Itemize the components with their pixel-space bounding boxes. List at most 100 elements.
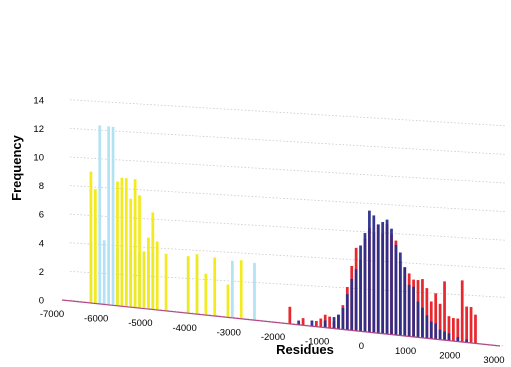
x-tick-label: -7000 [40,309,64,320]
bar-series3 [341,307,345,330]
bar-series3 [359,245,362,332]
bar-series2 [434,293,438,340]
y-tick-label: 0 [39,296,44,307]
x-tick-label: 2000 [439,350,460,361]
bar-series3 [412,286,415,337]
x-tick-label: 3000 [483,355,504,366]
bar-series3 [332,317,336,329]
bar-series3 [376,224,380,334]
bars [61,125,501,347]
bar-series2 [319,318,323,328]
x-tick-label: -2000 [261,332,285,343]
bar-series1 [239,260,243,319]
bar-series3 [368,210,371,333]
bar-series2 [301,318,305,326]
bar-series1 [164,253,168,312]
bar-series2 [438,303,442,340]
bar-series3 [429,321,433,339]
bar-series3 [421,307,424,338]
x-axis-label: Residues [276,342,334,357]
bar-series1 [226,284,230,318]
y-tick-label: 4 [39,238,44,249]
bar-series3 [438,329,442,340]
bar-series3 [465,339,469,343]
grid-line-y4 [69,185,506,212]
y-tick-label: 12 [33,124,44,135]
x-axis: -7000 -6000 -5000 -4000 -3000 -2000 -1000 0 1000… [40,309,505,366]
grid-line-y2 [69,242,506,270]
bar-series3 [416,301,420,338]
bar-series3 [372,215,376,333]
bar-series2 [456,318,460,342]
bar-series1 [89,171,93,304]
x-tick-label: 1000 [395,346,416,357]
grid-line-y1 [69,271,506,298]
bar-series1 [213,257,217,317]
bar-series1 [186,256,190,314]
bar-series3 [398,252,402,336]
bar-series1 [195,254,199,315]
bar-series2 [429,301,433,339]
bar-series3 [323,320,327,328]
x-tick-label: -4000 [172,323,196,334]
bar-series2 [443,281,446,341]
bar-series3 [425,315,429,339]
bar-series1 [155,241,159,311]
bar-series3 [345,294,349,330]
bar-series3 [354,269,358,331]
bar-series2 [460,280,464,342]
bar-series2 [425,288,429,339]
x-axis-line [61,299,501,347]
bar-series3 [363,233,367,332]
y-axis-label: Frequency [9,134,24,201]
bar-series1 [120,177,124,307]
bar-series2 [328,316,331,329]
x-tick-label: -3000 [217,327,241,338]
bar-series1 [204,273,208,316]
bar-series0 [253,263,256,321]
bar-series1 [124,178,128,307]
grid-line-y6 [69,128,506,155]
bar-series3 [403,267,407,336]
bar-series1 [93,189,97,304]
bar-series3 [434,323,438,340]
grid-line-y3 [69,213,506,241]
y-tick-label: 10 [33,153,44,164]
grid-line-y5 [69,156,506,184]
bar-series1 [142,251,146,309]
x-tick-label: 0 [359,341,364,352]
bar-series3 [407,284,411,337]
bar-series0 [231,260,234,318]
bar-series3 [381,222,385,334]
y-axis: 0 2 4 6 8 10 12 14 [33,95,44,306]
bar-series2 [452,318,455,341]
bar-series0 [98,125,102,305]
bar-series3 [390,228,393,335]
bar-series2 [465,306,469,343]
bar-series1 [151,212,155,310]
bar-series3 [385,219,389,335]
bar-series2 [474,314,477,344]
bar-series3 [443,331,446,341]
bar-series3 [350,278,354,331]
bar-series2 [288,306,292,324]
bar-series1 [147,237,150,310]
bar-series1 [129,198,133,308]
bar-series2 [314,320,318,327]
bar-series2 [469,307,473,343]
x-tick-label: -5000 [128,318,152,329]
bar-series3 [447,333,451,341]
y-tick-label: 6 [39,210,44,221]
bar-series2 [447,316,451,341]
bar-series0 [111,126,115,306]
x-tick-label: -6000 [84,314,108,325]
bar-series0 [107,126,110,306]
y-tick-label: 8 [39,181,44,192]
bar-series3 [394,244,398,335]
bar-series3 [297,320,301,325]
bar-series1 [116,181,119,306]
bar-series1 [138,195,141,309]
bar-series1 [133,179,137,308]
